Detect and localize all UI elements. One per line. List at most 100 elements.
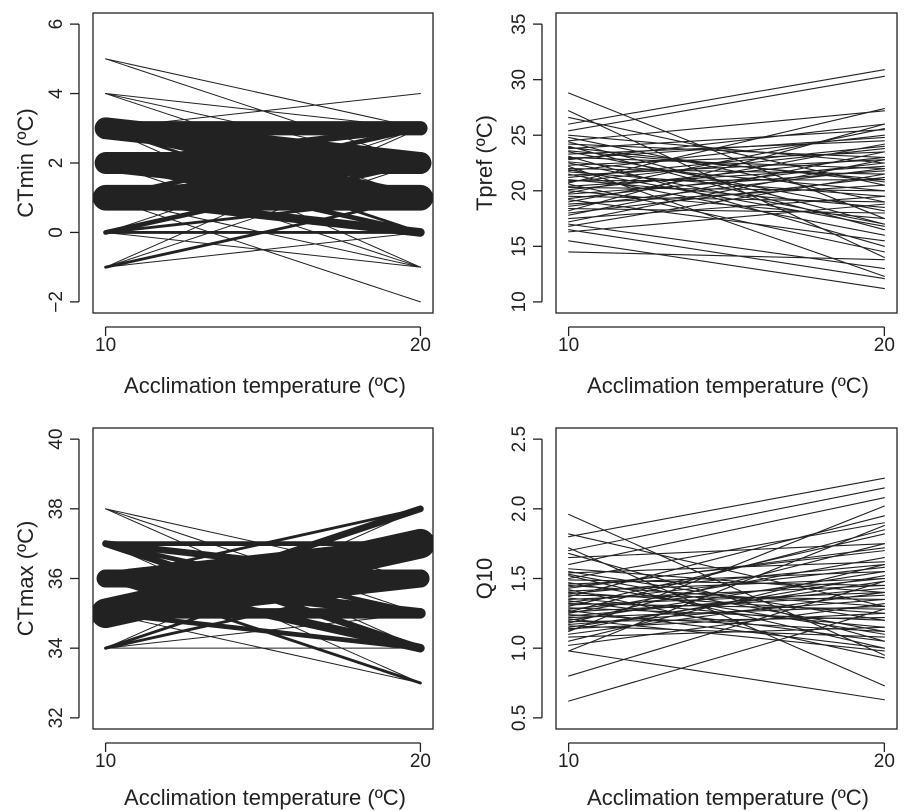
series-line-48: [568, 195, 885, 220]
y-tick-label: 30: [509, 69, 530, 90]
series-line-26: [568, 584, 885, 600]
series-line-28: [568, 566, 885, 603]
series-line-22: [568, 564, 885, 595]
series-line-36: [568, 557, 885, 614]
series-line-35: [568, 594, 885, 613]
y-tick-label: 25: [509, 125, 530, 146]
series-line-22: [568, 168, 885, 175]
series-line-14: [568, 140, 885, 155]
series-line-19: [568, 589, 885, 659]
x-axis-label: Acclimation temperature (ºC): [124, 785, 406, 810]
series-line-11: [568, 561, 885, 574]
y-tick-label: 32: [46, 707, 67, 728]
series-line-3: [568, 116, 885, 186]
series-line-56: [568, 650, 885, 701]
series-lines: [568, 69, 885, 290]
series-line-30: [105, 231, 421, 268]
y-tick-label: 1.5: [509, 565, 530, 591]
x-tick-label: 10: [558, 751, 579, 772]
series-line-57: [568, 547, 885, 589]
series-line-22: [104, 577, 422, 650]
series-line-45: [568, 123, 885, 212]
series-line-8: [568, 110, 885, 142]
y-axis-label: CTmax (ºC): [13, 521, 38, 637]
series-line-15: [568, 582, 885, 635]
series-line-47: [568, 612, 885, 630]
y-tick-label: 0.5: [509, 705, 530, 731]
series-line-7: [568, 136, 885, 203]
x-axis-label: Acclimation temperature (ºC): [587, 373, 869, 398]
series-line-44: [568, 598, 885, 626]
y-tick-label: 34: [46, 637, 67, 659]
series-line-11: [105, 93, 421, 129]
series-line-28: [104, 196, 422, 269]
x-tick-label: 20: [410, 751, 431, 772]
x-tick-label: 20: [410, 335, 431, 356]
y-tick-label: 15: [509, 236, 530, 257]
series-line-49: [568, 591, 885, 635]
series-line-27: [568, 145, 885, 178]
series-line-48: [568, 505, 885, 633]
series-line-29: [105, 162, 421, 268]
series-line-59: [568, 169, 885, 227]
series-line-6: [568, 134, 885, 164]
y-tick-label: 2.0: [509, 496, 530, 522]
series-line-1: [568, 92, 885, 220]
series-line-53: [568, 203, 885, 233]
plot-frame: [92, 427, 434, 730]
series-line-34: [568, 610, 885, 649]
series-line-46: [568, 580, 885, 628]
series-line-38: [568, 587, 885, 617]
series-line-56: [568, 141, 885, 225]
y-tick-label: 38: [46, 498, 67, 519]
series-line-58: [568, 136, 885, 160]
series-lines: [93, 58, 433, 303]
y-axis-label: Tpref (ºC): [472, 115, 497, 211]
series-line-21: [104, 542, 422, 650]
series-line-53: [568, 524, 885, 652]
plot-frame: [555, 12, 898, 314]
y-tick-label: 10: [509, 291, 530, 312]
series-lines: [568, 477, 885, 702]
series-line-35: [568, 190, 885, 220]
series-line-55: [568, 251, 885, 261]
series-line-23: [105, 612, 421, 649]
y-tick-label: 2: [46, 158, 67, 169]
series-line-23: [105, 127, 421, 233]
y-tick-label: 20: [509, 180, 530, 201]
series-line-17: [568, 123, 885, 161]
series-line-43: [568, 168, 885, 207]
series-line-44: [568, 208, 885, 214]
series-line-36: [568, 128, 885, 194]
series-line-42: [568, 184, 885, 205]
series-line-54: [568, 240, 885, 290]
series-line-52: [568, 603, 885, 646]
y-tick-label: 6: [46, 19, 67, 30]
series-line-41: [568, 570, 885, 621]
x-tick-label: 20: [874, 751, 895, 772]
plot-frame: [555, 427, 898, 730]
series-line-24: [568, 515, 885, 598]
series-line-33: [568, 186, 885, 192]
y-tick-label: 40: [46, 429, 67, 450]
series-line-40: [568, 618, 885, 652]
x-axis-label: Acclimation temperature (ºC): [124, 373, 406, 398]
plot-frame: [92, 12, 434, 314]
series-line-38: [568, 195, 885, 203]
series-line-9: [568, 143, 885, 158]
series-line-40: [568, 199, 885, 242]
series-line-1: [105, 58, 421, 129]
series-line-30: [568, 591, 885, 606]
series-line-59: [568, 529, 885, 613]
series-line-52: [568, 229, 885, 280]
y-tick-label: 2.5: [509, 426, 530, 452]
series-line-60: [568, 575, 885, 631]
x-tick-label: 10: [558, 335, 579, 356]
y-tick-label: 0: [46, 227, 67, 238]
x-axis-label: Acclimation temperature (ºC): [587, 785, 869, 810]
y-axis-label: Q10: [472, 558, 497, 600]
